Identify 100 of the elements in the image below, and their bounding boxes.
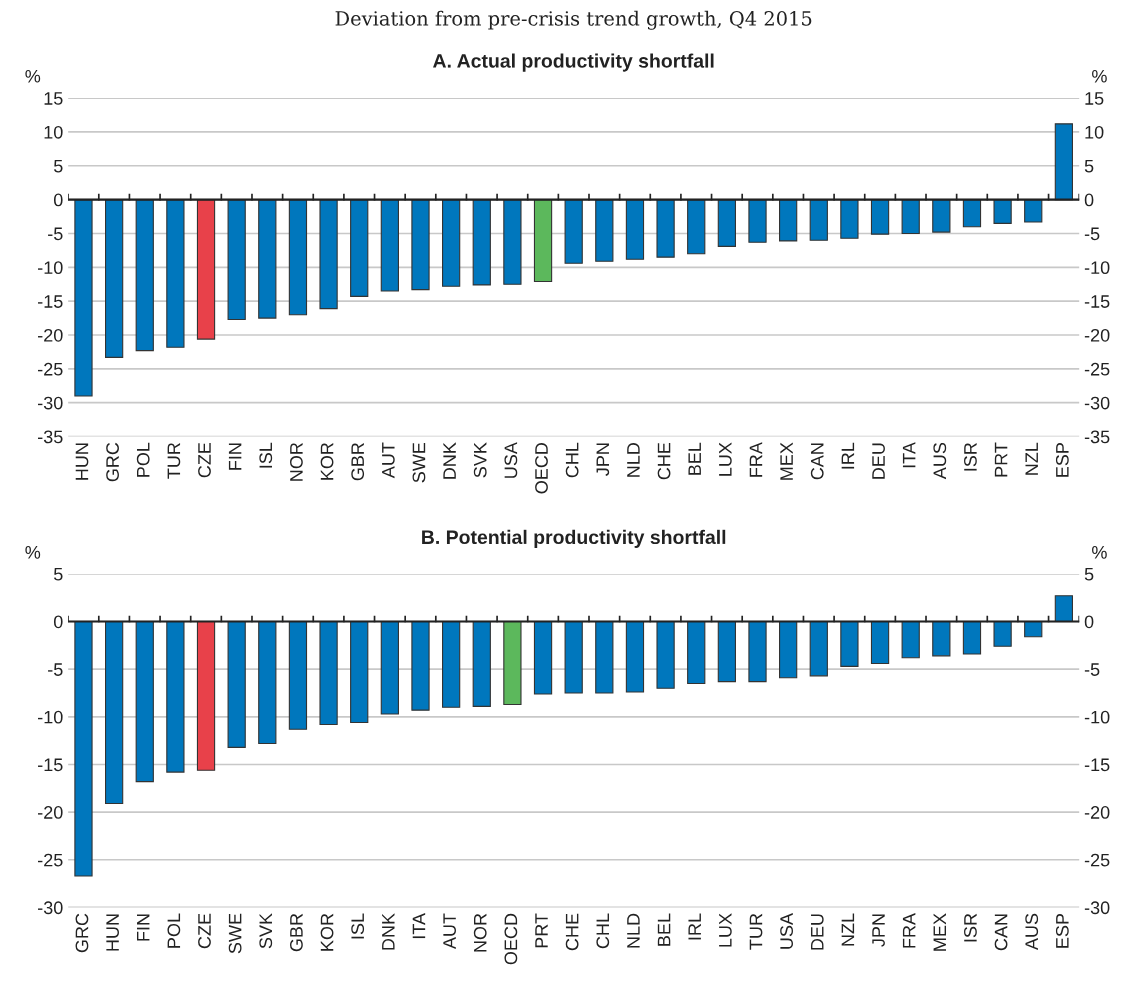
y-tick-label: -15	[38, 295, 63, 308]
y-tick-label: -20	[38, 328, 63, 342]
x-tick-label: AUT	[443, 913, 456, 950]
y2-tick-label: -15	[1084, 295, 1110, 308]
x-tick-label: SVK	[259, 913, 273, 949]
y2-tick-label: -10	[1084, 710, 1110, 724]
x-tick-label: NZL	[841, 913, 855, 946]
y-tick-label: 10	[44, 125, 63, 139]
x-tick-label: BEL	[688, 442, 701, 475]
chart-title: B. Potential productivity shortfall	[422, 529, 726, 548]
y2-axis-title: %	[1092, 546, 1107, 559]
x-tick-label: HUN	[75, 443, 89, 480]
x-tick-label: CHL	[565, 442, 579, 478]
x-tick-label: JPN	[872, 914, 885, 947]
x-tick-label: CAN	[810, 443, 824, 480]
y2-tick-label: -25	[1084, 853, 1110, 867]
x-tick-label: BEL	[657, 913, 671, 946]
x-tick-label: FRA	[902, 913, 916, 948]
x-tick-label: CHE	[657, 442, 671, 480]
x-tick-label: CHL	[596, 913, 610, 949]
y2-tick-label: -5	[1084, 227, 1100, 241]
y-tick-label: -20	[38, 806, 63, 819]
y-tick-label: 5	[53, 568, 63, 581]
y2-tick-label: 5	[1084, 568, 1094, 581]
chart-title: A. Actual productivity shortfall	[433, 53, 714, 72]
x-tick-label: KOR	[320, 913, 334, 951]
y2-tick-label: 0	[1084, 193, 1094, 207]
x-tick-label: NLD	[627, 913, 640, 948]
x-tick-label: CZE	[198, 442, 211, 478]
x-tick-label: ITA	[412, 913, 426, 939]
x-tick-label: ISR	[964, 442, 977, 471]
y2-tick-label: -20	[1084, 806, 1110, 819]
y2-tick-label: -25	[1084, 362, 1110, 376]
x-tick-label: DNK	[443, 442, 456, 479]
y2-tick-label: -5	[1084, 663, 1100, 676]
x-tick-label: MEX	[933, 913, 946, 951]
y-tick-label: -30	[38, 396, 63, 410]
x-tick-label: GRC	[106, 442, 119, 482]
x-tick-label: LUX	[719, 913, 732, 947]
y2-tick-label: 15	[1085, 92, 1104, 105]
x-tick-label: NLD	[627, 442, 640, 477]
x-tick-label: CAN	[994, 914, 1008, 951]
x-tick-label: FRA	[749, 442, 763, 477]
y-tick-label: 5	[53, 159, 63, 173]
y-tick-label: 0	[53, 193, 63, 207]
x-tick-label: SVK	[473, 442, 487, 478]
x-tick-label: NOR	[473, 913, 487, 952]
x-tick-label: AUT	[382, 442, 395, 479]
y-tick-label: -5	[48, 227, 63, 241]
y-tick-label: 15	[44, 92, 63, 105]
x-tick-label: ISR	[964, 913, 977, 942]
y2-tick-label: -35	[1084, 430, 1110, 444]
y-tick-label: -25	[38, 362, 63, 376]
x-tick-label: KOR	[320, 442, 334, 480]
y2-tick-label: -30	[1084, 396, 1110, 410]
x-tick-label: USA	[504, 442, 518, 478]
y-tick-label: -35	[38, 430, 63, 444]
y2-axis-title: %	[1092, 69, 1107, 83]
x-tick-label: TUR	[167, 442, 181, 479]
x-tick-label: ISL	[351, 913, 365, 939]
y-axis-title: %	[25, 546, 41, 559]
y2-tick-label: 10	[1085, 125, 1104, 139]
x-tick-label: ITA	[902, 442, 916, 468]
y-tick-label: 0	[53, 615, 63, 629]
y2-tick-label: -30	[1084, 901, 1110, 915]
x-tick-label: USA	[780, 913, 793, 949]
x-tick-label: CZE	[198, 913, 211, 949]
y-tick-label: -25	[38, 853, 63, 867]
x-tick-label: FIN	[137, 914, 150, 941]
x-tick-label: SWE	[228, 913, 242, 954]
x-tick-label: NZL	[1025, 442, 1038, 475]
x-tick-label: DNK	[382, 913, 395, 950]
x-tick-label: SWE	[412, 442, 426, 483]
x-tick-label: AUS	[933, 442, 947, 480]
x-tick-label: POL	[167, 913, 181, 948]
y2-tick-label: -15	[1084, 758, 1110, 772]
x-tick-label: IRL	[841, 442, 855, 469]
y-tick-label: -15	[38, 758, 63, 772]
y-tick-label: -10	[38, 710, 63, 724]
x-tick-label: AUS	[1025, 913, 1039, 951]
x-tick-label: GRC	[75, 913, 89, 953]
x-tick-label: OECD	[504, 913, 518, 965]
y2-tick-label: 5	[1084, 159, 1094, 173]
x-tick-label: ESP	[1055, 443, 1069, 477]
x-tick-label: NOR	[290, 442, 303, 481]
y2-tick-label: 0	[1084, 615, 1094, 629]
x-tick-label: JPN	[596, 443, 610, 476]
x-tick-label: TUR	[749, 913, 763, 950]
x-tick-label: FIN	[228, 443, 242, 470]
x-tick-label: POL	[136, 442, 150, 477]
x-tick-label: MEX	[780, 442, 793, 480]
x-tick-label: LUX	[719, 442, 732, 476]
y2-tick-label: -20	[1084, 328, 1110, 342]
x-tick-label: ESP	[1055, 913, 1069, 948]
x-tick-label: OECD	[535, 442, 548, 494]
y-tick-label: -5	[48, 663, 63, 676]
x-tick-label: ISL	[259, 442, 273, 468]
x-tick-label: GBR	[290, 913, 303, 952]
x-tick-label: HUN	[106, 914, 119, 951]
y-axis-title: %	[25, 69, 41, 83]
